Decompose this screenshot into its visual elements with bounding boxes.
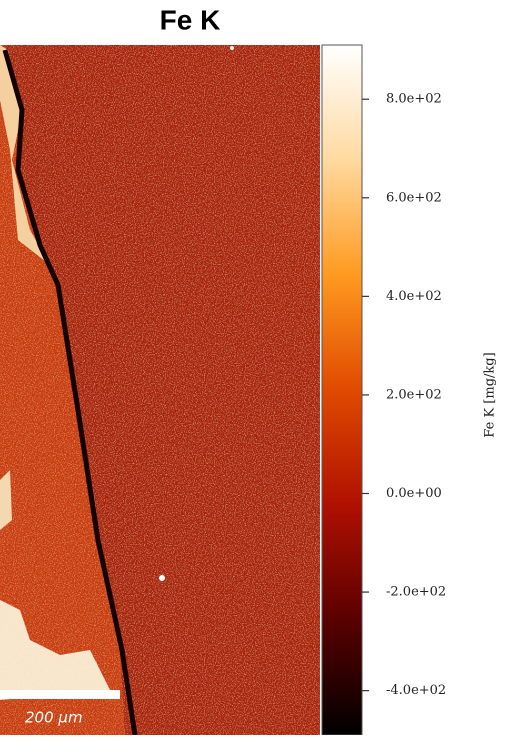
y-tick-label: -2.0e+02 [386,585,446,600]
scale-bar-label: 200 μm [25,709,83,727]
chart-title: Fe K [160,4,221,35]
y-tick-label: 8.0e+02 [386,92,442,107]
y-tick-label: -4.0e+02 [386,683,446,698]
y-tick-label: 4.0e+02 [386,289,442,304]
colorbar-label: Fe K [mg/kg] [483,352,498,437]
map-image [0,45,320,736]
y-tick-label: 2.0e+02 [386,387,442,402]
scale-bar [0,690,120,699]
y-tick-label: 0.0e+00 [386,486,442,501]
colorbar [321,44,363,736]
y-tick-label: 6.0e+02 [386,190,442,205]
